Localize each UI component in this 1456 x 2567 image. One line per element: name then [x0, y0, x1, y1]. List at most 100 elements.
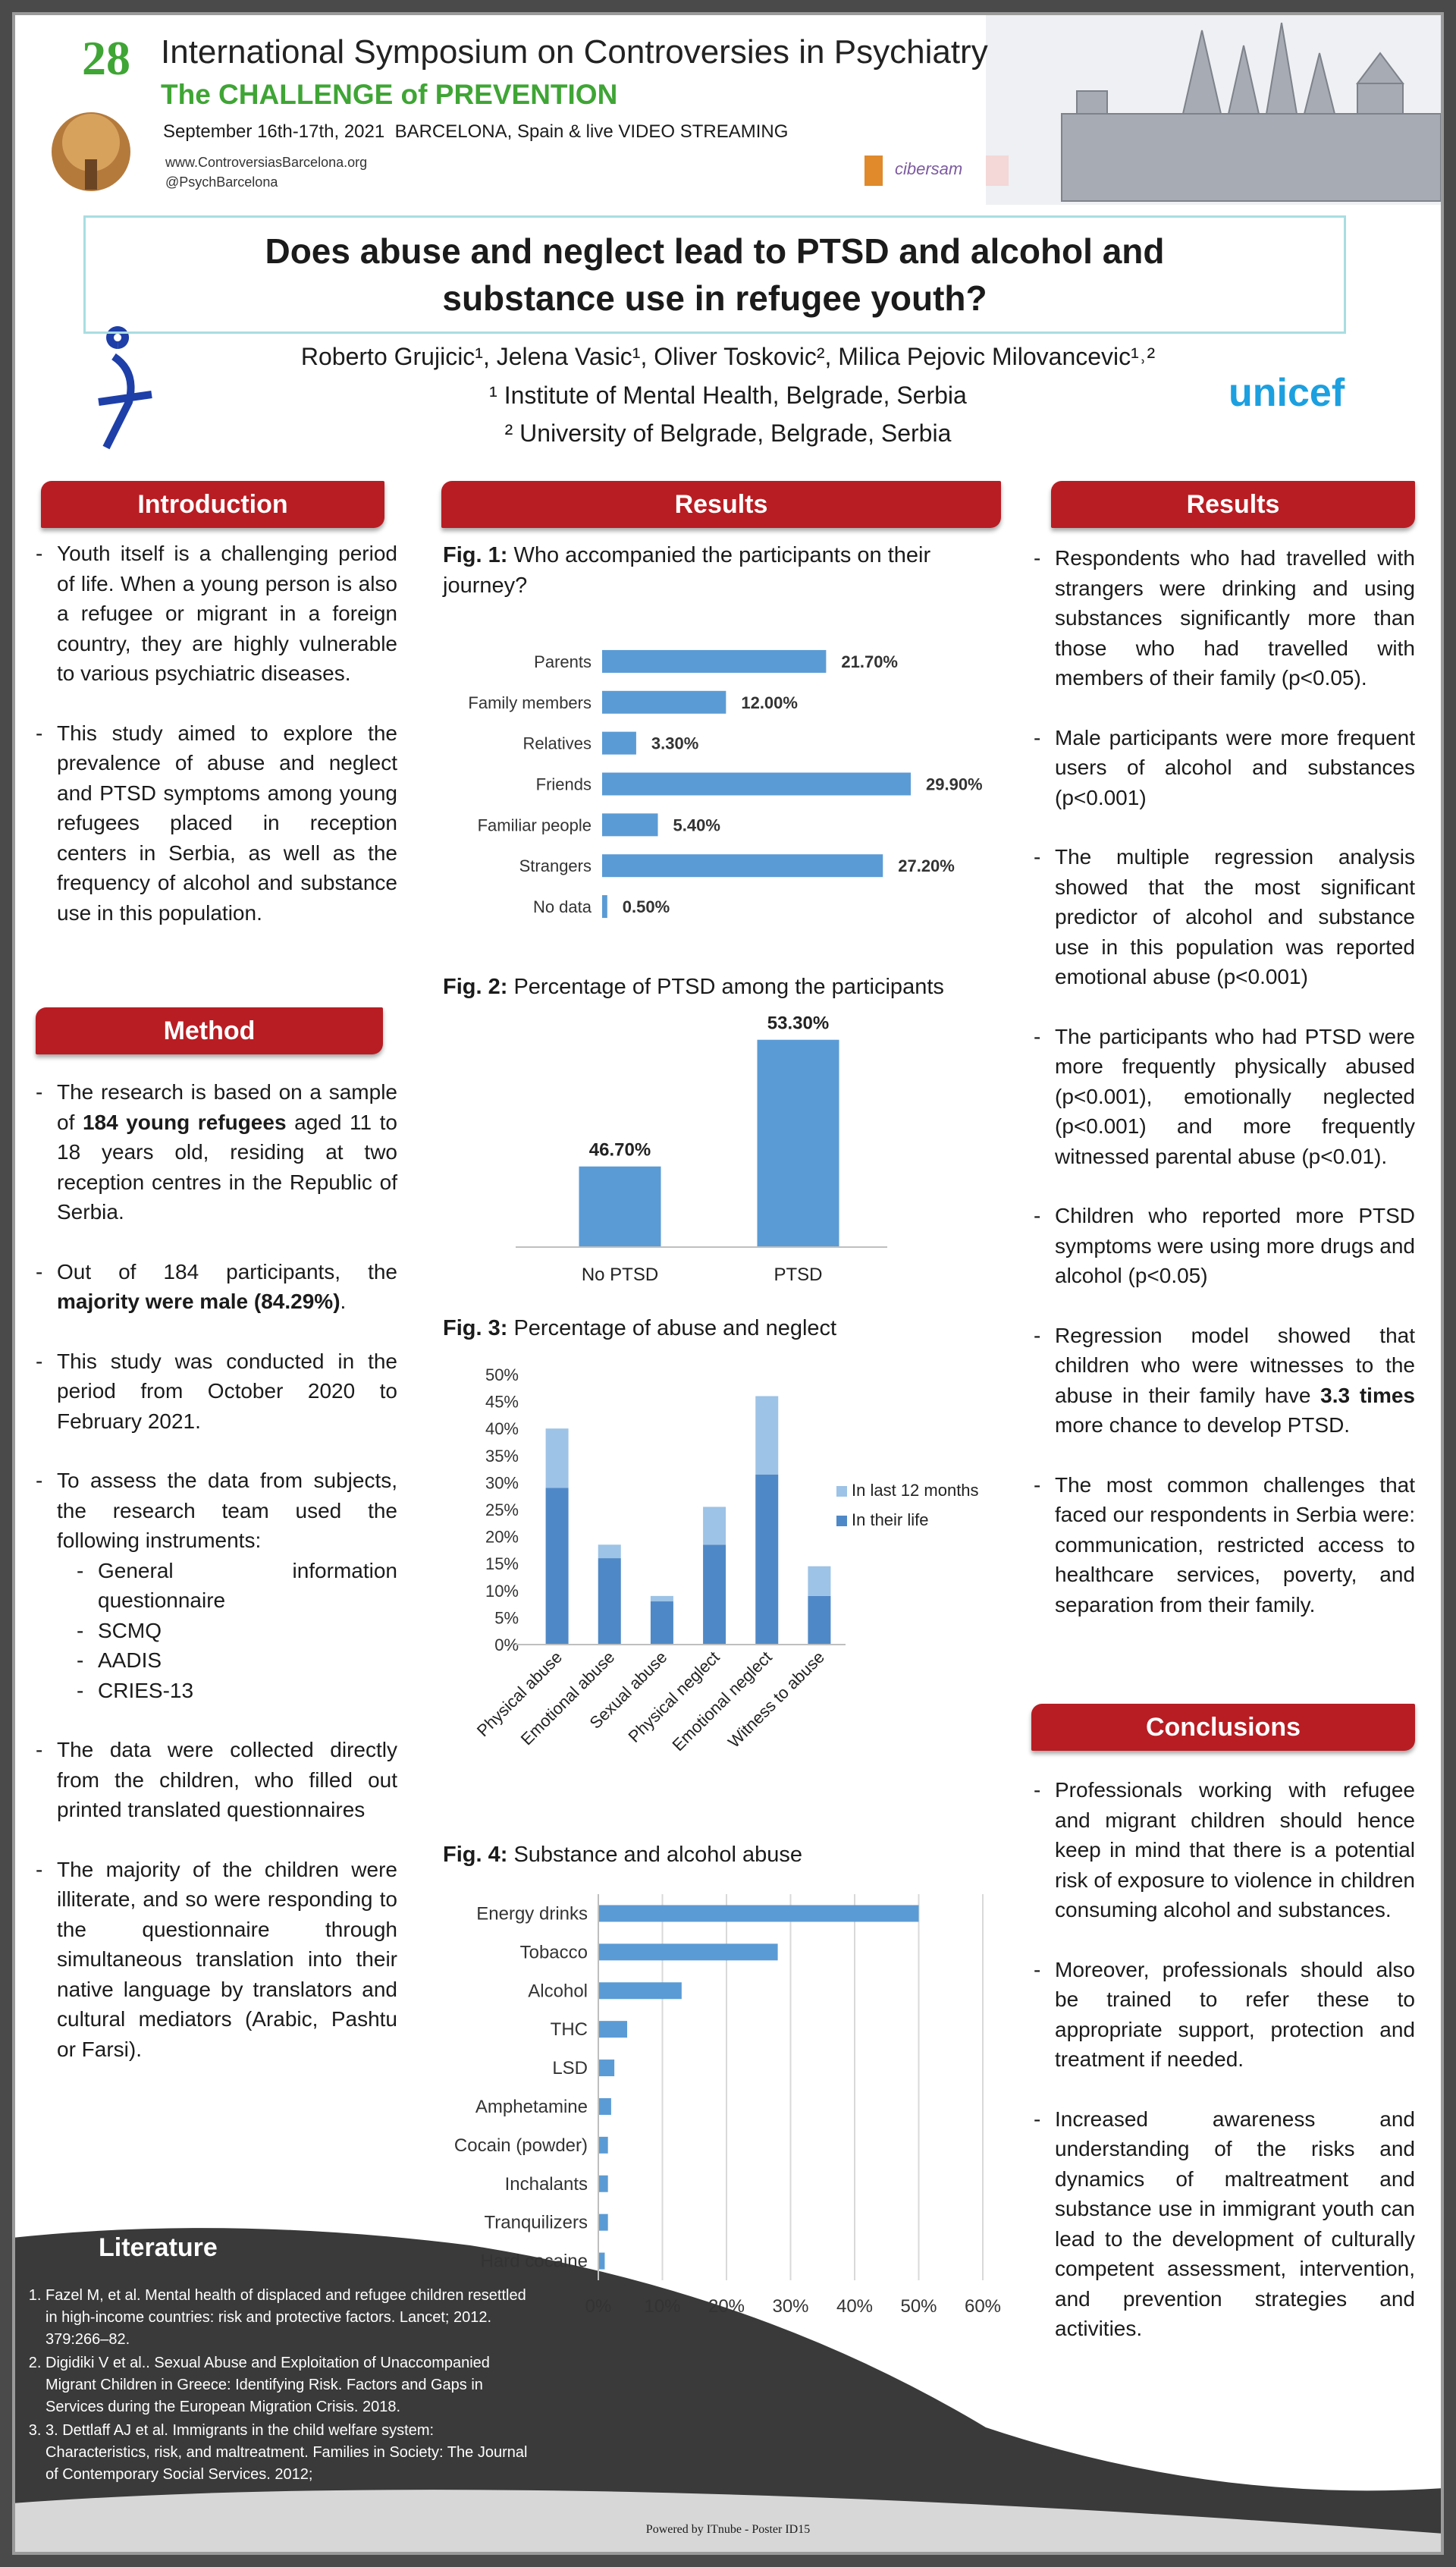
twitter: @PsychBarcelona [165, 174, 278, 190]
category-label: Alcohol [528, 1981, 588, 2001]
value-label: 53.30% [767, 1013, 829, 1034]
figure-label: Fig. 1: [443, 543, 508, 567]
figure-caption: Fig. 1: Who accompanied the participants… [443, 540, 996, 601]
figure-title: Percentage of abuse and neglect [513, 1316, 837, 1340]
bar-segment [545, 1428, 569, 1488]
literature-list: Fazel M, et al. Mental health of displac… [18, 2285, 538, 2487]
x-tick-label: Physical neglect [625, 1648, 723, 1746]
place: BARCELONA, Spain & live VIDEO STREAMING [394, 121, 789, 142]
bar-segment [755, 1396, 779, 1475]
bar-segment [650, 1601, 673, 1645]
value-label: 0.50% [623, 897, 670, 916]
y-tick-label: 35% [485, 1447, 519, 1466]
list-item: The participants who had PTSD were more … [1034, 1022, 1415, 1172]
category-label: Energy drinks [476, 1903, 588, 1924]
x-tick-label: Emotional neglect [668, 1648, 775, 1755]
section-heading: Conclusions [1031, 1704, 1415, 1751]
results: Respondents who had travelled with stran… [1034, 543, 1415, 1649]
bar-segment [650, 1595, 673, 1602]
category-label: Familiar people [478, 815, 592, 834]
figure-title: Who accompanied the participants on thei… [443, 543, 931, 598]
list-item: The research is based on a sample of 184… [36, 1077, 397, 1227]
list-item: The multiple regression analysis showed … [1034, 842, 1415, 992]
sub-item: AADIS [77, 1645, 397, 1676]
list-item: This study aimed to explore the prevalen… [36, 718, 397, 928]
bar [598, 1943, 778, 1961]
sub-item: General information questionnaire [77, 1556, 397, 1616]
value-label: 3.30% [651, 734, 698, 753]
legend-label: In their life [852, 1510, 929, 1529]
list-item: The data were collected directly from th… [36, 1735, 397, 1825]
sub-item: SCMQ [77, 1616, 397, 1646]
authors: Roberto Grujicic¹, Jelena Vasic¹, Oliver… [300, 343, 1156, 370]
bar [602, 813, 658, 837]
bar-segment [598, 1544, 621, 1559]
footer: Powered by ITnube - Poster ID15 [645, 2523, 811, 2536]
list-item: Regression model showed that children wh… [1034, 1321, 1415, 1441]
category-label: Family members [468, 693, 592, 712]
list-item: Youth itself is a challenging period of … [36, 539, 397, 689]
section-heading: Results [1051, 481, 1415, 528]
bar [602, 772, 911, 796]
x-tick-label: 30% [772, 2296, 808, 2317]
y-tick-label: 40% [485, 1419, 519, 1438]
list-item: Increased awareness and understanding of… [1034, 2104, 1415, 2344]
emphasis: 3.3 times [1320, 1383, 1415, 1407]
list-item: The majority of the children were illite… [36, 1855, 397, 2065]
emphasis: majority were male (84.29%) [57, 1290, 340, 1313]
sponsor: cibersam [895, 159, 963, 178]
reference: Fazel M, et al. Mental health of displac… [46, 2285, 538, 2351]
x-tick-label: No PTSD [582, 1265, 658, 1285]
symposium-title: International Symposium on Controversies… [161, 33, 988, 71]
bar-segment [755, 1474, 779, 1645]
conclusions: Professionals working with refugee and m… [1034, 1775, 1415, 2374]
poster-title: Does abuse and neglect lead to PTSD and … [83, 215, 1346, 334]
value-label: 29.90% [926, 775, 983, 794]
list-item: This study was conducted in the period f… [36, 1346, 397, 1437]
bar-segment [545, 1488, 569, 1645]
x-tick-label: 40% [836, 2296, 873, 2317]
figure-title: Substance and alcohol abuse [513, 1843, 802, 1867]
bar-segment [703, 1544, 726, 1645]
category-label: Inchalants [505, 2174, 588, 2195]
list-item: Male participants were more frequent use… [1034, 723, 1415, 813]
category-label: LSD [552, 2058, 588, 2078]
category-label: Amphetamine [475, 2097, 588, 2117]
unicef-logo: unicef [1228, 371, 1345, 415]
list-item: Professionals working with refugee and m… [1034, 1775, 1415, 1925]
y-tick-label: 50% [485, 1365, 519, 1384]
bar [598, 1905, 919, 1922]
list-item: Out of 184 participants, the majority we… [36, 1257, 397, 1317]
value-label: 21.70% [841, 652, 898, 671]
bar [579, 1166, 661, 1247]
sub-item: CRIES-13 [77, 1676, 397, 1706]
y-tick-label: 0% [494, 1635, 519, 1654]
reference: Digidiki V et al.. Sexual Abuse and Expl… [46, 2352, 538, 2418]
text: The research is based on a sample of [57, 1080, 397, 1134]
list-item: The most common challenges that faced ou… [1034, 1470, 1415, 1620]
list-item: To assess the data from subjects, the re… [36, 1466, 397, 1705]
value-label: 46.70% [589, 1140, 651, 1161]
x-tick-label: 10% [644, 2296, 680, 2317]
figure-caption: Fig. 3: Percentage of abuse and neglect [443, 1313, 996, 1343]
bar [602, 649, 827, 673]
category-label: THC [551, 2019, 588, 2040]
y-tick-label: 15% [485, 1554, 519, 1573]
list-item: Moreover, professionals should also be t… [1034, 1955, 1415, 2075]
y-tick-label: 30% [485, 1473, 519, 1492]
category-label: Relatives [523, 734, 592, 753]
text: Regression model showed that children wh… [1055, 1323, 1415, 1407]
legend-swatch [836, 1516, 847, 1526]
y-tick-label: 20% [485, 1528, 519, 1547]
date: September 16th-17th, 2021 [163, 121, 385, 142]
x-tick-label: 60% [965, 2296, 1001, 2317]
figure-caption: Fig. 4: Substance and alcohol abuse [443, 1840, 996, 1870]
bar-segment [808, 1566, 831, 1596]
category-label: No data [533, 897, 592, 916]
category-label: Friends [536, 775, 592, 794]
section-heading: Literature [99, 2233, 218, 2262]
list-item: Respondents who had travelled with stran… [1034, 543, 1415, 693]
category-label: Hard cocaine [481, 2251, 588, 2272]
